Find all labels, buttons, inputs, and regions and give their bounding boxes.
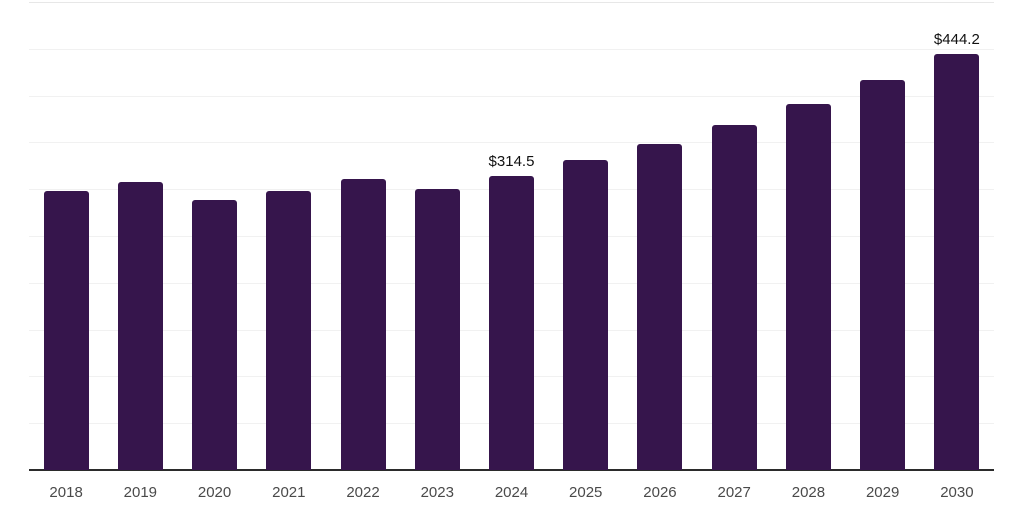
- bar-2030: [934, 54, 980, 470]
- x-tick-2027: 2027: [717, 484, 751, 501]
- x-tick-2024: 2024: [494, 484, 529, 501]
- bar-2026: [637, 143, 683, 470]
- x-tick-2029: 2029: [865, 484, 900, 501]
- gridline-450: [29, 48, 994, 50]
- x-tick-2028: 2028: [791, 484, 826, 501]
- x-axis-line: [29, 469, 994, 471]
- gridline-350: [29, 142, 994, 144]
- gridline-400: [29, 95, 994, 97]
- bar-2021: [266, 190, 312, 470]
- bar-2023: [414, 189, 460, 470]
- bar-2027: [711, 125, 757, 470]
- x-tick-2020: 2020: [197, 484, 232, 501]
- bar-2024: [489, 175, 534, 470]
- data-label-2030: $444.2: [933, 31, 980, 49]
- x-tick-2026: 2026: [643, 484, 677, 501]
- gridline-500: [29, 2, 994, 3]
- x-tick-2022: 2022: [346, 484, 380, 501]
- bar-2029: [860, 80, 906, 470]
- x-tick-2021: 2021: [272, 484, 306, 501]
- bar-2025: [563, 159, 609, 470]
- bar-2018: [43, 191, 89, 470]
- x-tick-2018: 2018: [49, 484, 83, 501]
- x-tick-2030: 2030: [940, 484, 974, 501]
- data-label-2024: $314.5: [488, 152, 535, 170]
- bar-2019: [117, 182, 163, 470]
- x-tick-2025: 2025: [569, 484, 603, 501]
- x-tick-2023: 2023: [420, 484, 454, 501]
- bar-2020: [192, 199, 238, 470]
- bar-2022: [340, 178, 386, 470]
- x-tick-2019: 2019: [123, 484, 158, 501]
- bar-2028: [785, 104, 831, 470]
